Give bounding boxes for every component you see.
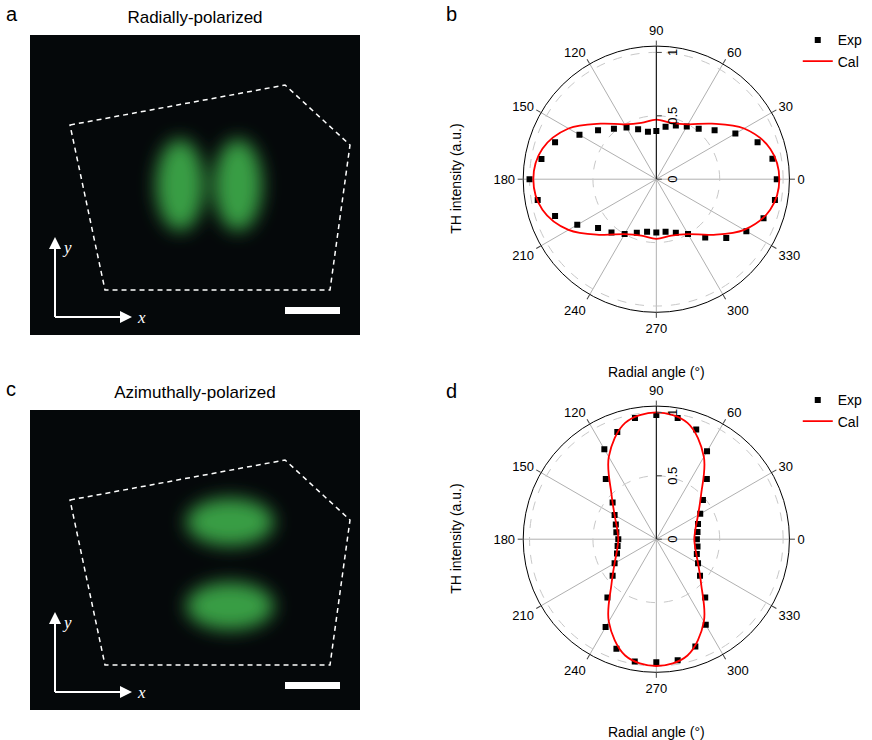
svg-text:30: 30 xyxy=(779,99,793,114)
svg-text:y: y xyxy=(62,238,72,257)
svg-text:300: 300 xyxy=(727,303,749,318)
svg-text:120: 120 xyxy=(564,45,586,60)
svg-text:210: 210 xyxy=(512,608,534,623)
html-text:c: c xyxy=(6,378,16,400)
svg-text:TH intensity (a.u.): TH intensity (a.u.) xyxy=(448,483,464,593)
svg-text:0.5: 0.5 xyxy=(665,107,680,125)
html-text:Azimuthally-polarized: Azimuthally-polarized xyxy=(114,383,276,402)
svg-text:0: 0 xyxy=(665,176,680,183)
html-text:d: d xyxy=(446,380,458,402)
svg-text:180: 180 xyxy=(493,532,515,547)
svg-text:210: 210 xyxy=(512,248,534,263)
svg-text:Exp: Exp xyxy=(838,32,862,48)
html-text:Radially-polarized: Radially-polarized xyxy=(127,8,263,27)
svg-text:TH intensity (a.u.): TH intensity (a.u.) xyxy=(448,123,464,233)
svg-text:0: 0 xyxy=(798,532,805,547)
svg-text:90: 90 xyxy=(649,383,663,398)
svg-text:Cal: Cal xyxy=(838,414,859,430)
svg-text:0.5: 0.5 xyxy=(665,467,680,485)
html-text:a: a xyxy=(6,3,18,25)
svg-text:x: x xyxy=(137,308,146,327)
svg-text:Exp: Exp xyxy=(838,392,862,408)
svg-text:Radial angle (°): Radial angle (°) xyxy=(608,364,705,380)
svg-text:150: 150 xyxy=(512,459,534,474)
svg-text:60: 60 xyxy=(727,45,741,60)
svg-text:330: 330 xyxy=(779,608,801,623)
svg-text:0: 0 xyxy=(665,536,680,543)
svg-text:240: 240 xyxy=(564,663,586,678)
html-text:b: b xyxy=(446,3,458,25)
svg-text:x: x xyxy=(137,683,146,702)
svg-text:Radial angle (°): Radial angle (°) xyxy=(608,724,705,740)
svg-text:120: 120 xyxy=(564,405,586,420)
svg-text:270: 270 xyxy=(645,681,667,696)
svg-text:90: 90 xyxy=(649,23,663,38)
svg-text:1: 1 xyxy=(665,49,680,56)
svg-text:Cal: Cal xyxy=(838,54,859,70)
svg-text:150: 150 xyxy=(512,99,534,114)
svg-text:1: 1 xyxy=(665,409,680,416)
svg-text:300: 300 xyxy=(727,663,749,678)
svg-text:240: 240 xyxy=(564,303,586,318)
svg-text:y: y xyxy=(62,613,72,632)
svg-text:180: 180 xyxy=(493,172,515,187)
svg-text:30: 30 xyxy=(779,459,793,474)
svg-text:0: 0 xyxy=(798,172,805,187)
svg-text:60: 60 xyxy=(727,405,741,420)
svg-text:270: 270 xyxy=(645,321,667,336)
svg-text:330: 330 xyxy=(779,248,801,263)
